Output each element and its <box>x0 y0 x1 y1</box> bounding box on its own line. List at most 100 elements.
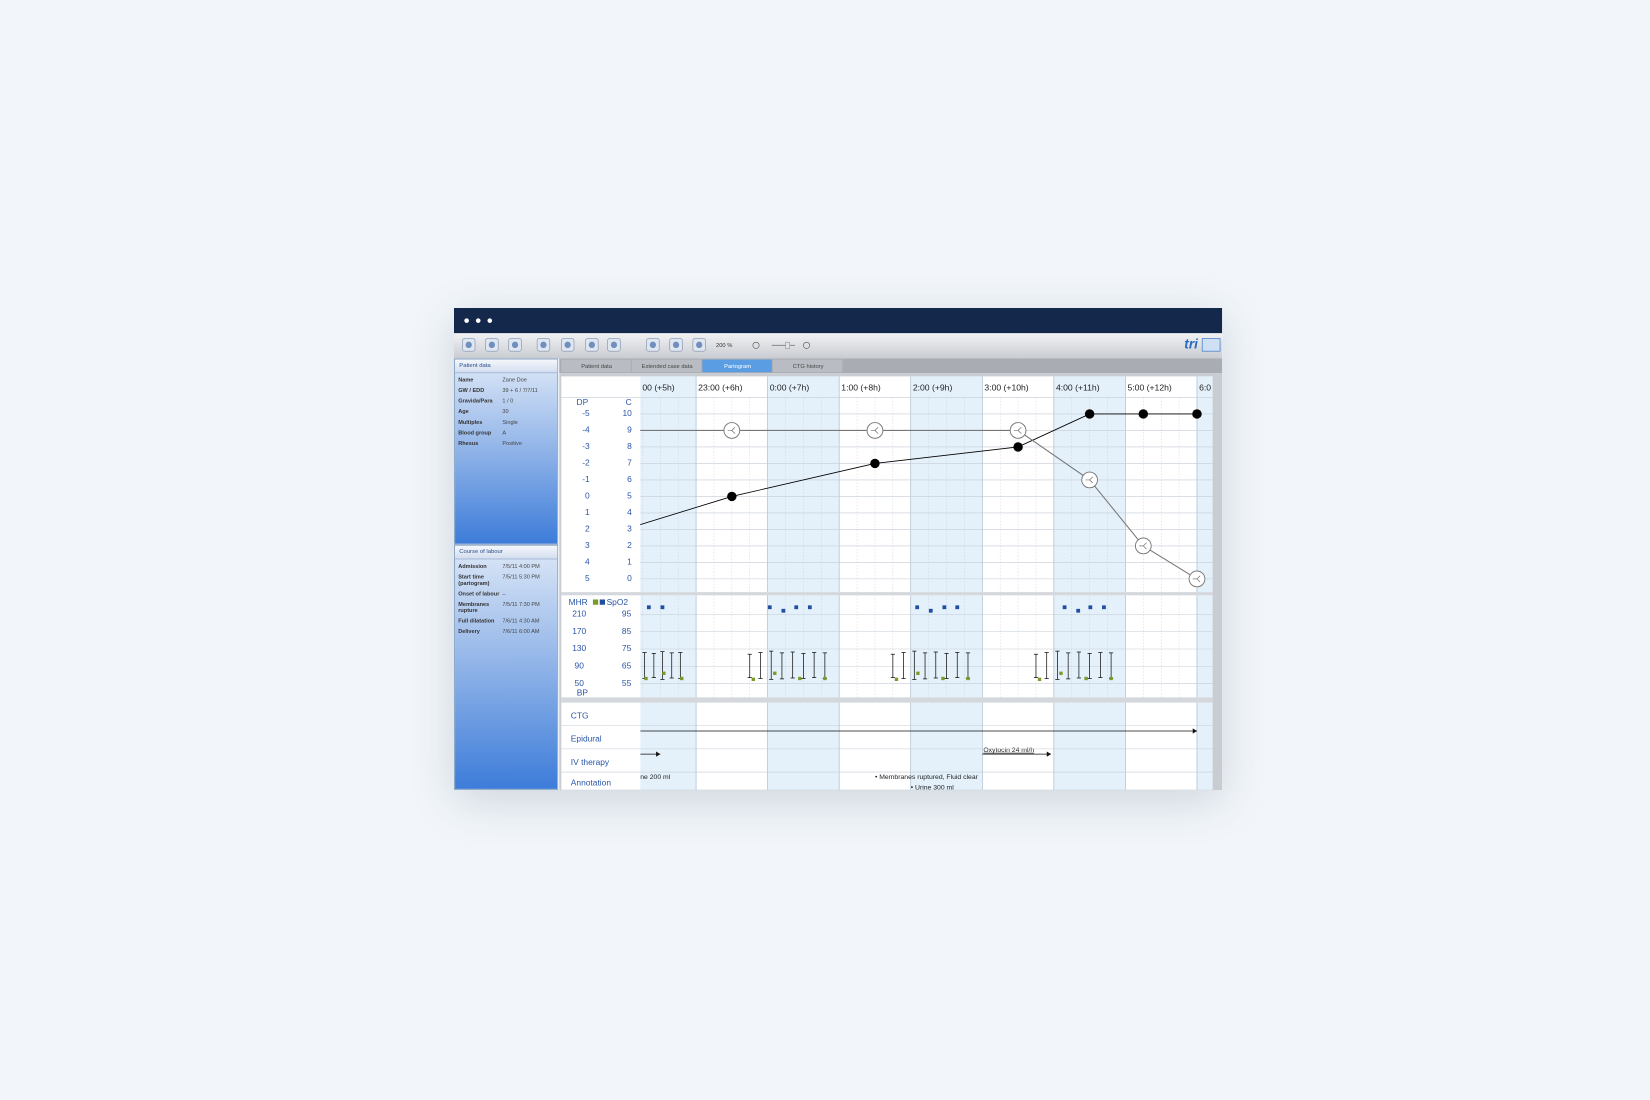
zoom-level[interactable]: 200 % <box>716 343 732 349</box>
y2-axis-label: DP <box>576 397 588 407</box>
field-row: Blood group A <box>455 430 557 436</box>
window-dot <box>475 318 481 324</box>
tab[interactable] <box>701 359 772 373</box>
title-bar <box>453 308 1222 334</box>
field-row: GW / EDD 39 + 6 / 7/7/11 <box>455 388 557 394</box>
row-label: CTG <box>570 711 588 721</box>
spo2-point <box>793 605 798 610</box>
spo2-point <box>1087 605 1092 610</box>
dilatation-point <box>869 458 880 469</box>
x-tick-label: 4:00 (+11h) <box>1055 383 1099 393</box>
spo2-point <box>1075 609 1080 613</box>
y2-tick-label: 3 <box>585 540 590 550</box>
patient-panel: Patient data Name Zane Doe GW / EDD 39 + 6 … <box>453 358 558 546</box>
tab-label[interactable]: Partogram <box>724 364 751 370</box>
y-tick-label: 0 <box>627 573 632 583</box>
y2-tick-label: 0 <box>585 491 590 501</box>
hour-band <box>1196 376 1213 593</box>
field-label: Rhesus <box>457 440 478 448</box>
mhr-point <box>797 677 802 681</box>
spo2-label: SpO2 <box>606 597 628 607</box>
hour-band <box>1053 702 1125 791</box>
spo2-tick-label: 65 <box>621 661 631 671</box>
hour-band <box>767 702 839 791</box>
window-dot <box>463 318 469 324</box>
field-label: Onset of labour <box>457 591 499 598</box>
field-label: Gravida/Para <box>457 398 493 406</box>
tab-label[interactable]: Extended case data <box>641 364 693 370</box>
y-tick-label: 4 <box>627 507 632 517</box>
y-tick-label: 8 <box>627 441 632 451</box>
field-row: Membranes rupture 7/5/11 7:30 PM <box>455 602 557 615</box>
field-row: Gravida/Para 1 / 0 <box>455 399 557 405</box>
y2-tick-label: 2 <box>585 524 590 534</box>
mhr-point <box>1037 677 1041 682</box>
mhr-tick-label: 90 <box>574 661 584 671</box>
field-label: Delivery <box>457 629 480 636</box>
field-value: 30 <box>501 409 509 416</box>
toolbar-glyph <box>588 341 595 349</box>
field-row: Onset of labour – <box>455 591 557 597</box>
field-value: A <box>501 430 506 437</box>
mhr-point <box>751 677 755 682</box>
field-label: Start time (partogram) <box>457 574 489 588</box>
toolbar-icons <box>461 338 706 352</box>
annotation-text: • Membranes ruptured, Fluid clear <box>874 774 978 781</box>
spo2-point <box>780 609 785 613</box>
mhr-tick-label: 170 <box>572 626 586 636</box>
y2-tick-label: -3 <box>582 441 590 451</box>
mhr-point <box>894 677 898 682</box>
app-window: 200 % tri Patient data Extended case data… <box>453 308 1222 791</box>
mhr-tick-label: 130 <box>572 644 586 654</box>
field-value: Single <box>501 419 518 427</box>
panel-title: Course of labour <box>454 546 557 560</box>
field-label: Age <box>457 409 469 416</box>
field-value: 7/5/11 7:30 PM <box>501 601 540 609</box>
dilatation-point <box>1084 409 1094 419</box>
field-list: Admission 7/5/11 4:00 PM Start time (parto… <box>455 564 557 636</box>
tab[interactable] <box>772 359 842 373</box>
tab[interactable] <box>560 359 631 373</box>
spo2-point <box>660 605 664 610</box>
toolbar-glyph <box>511 341 518 349</box>
field-label: Membranes rupture <box>457 601 489 615</box>
event-arrow <box>1046 751 1051 758</box>
tab-label[interactable]: Patient data <box>581 364 613 370</box>
event-label: Oxytocin 24 ml/h <box>983 747 1034 754</box>
spo2-point <box>928 609 933 613</box>
tab-label[interactable]: CTG history <box>792 364 823 370</box>
y-tick-label: 9 <box>627 425 632 435</box>
x-tick-label: 3:00 (+10h) <box>984 383 1028 393</box>
mhr-label: MHR <box>568 597 587 607</box>
field-row: Multiples Single <box>455 420 557 426</box>
hour-band <box>767 595 839 698</box>
field-row: Start time (partogram) 7/5/11 5:30 PM <box>455 575 557 588</box>
spo2-point <box>807 605 812 610</box>
y-tick-label: 1 <box>627 557 632 567</box>
mhr-point <box>679 677 683 681</box>
spo2-point <box>767 605 772 610</box>
toolbar-glyph <box>563 341 571 349</box>
field-value: 7/6/11 4:30 AM <box>501 618 539 626</box>
field-row: Rhesus Positive <box>455 441 557 447</box>
field-value: 1 / 0 <box>501 398 513 406</box>
annotation-text: • Urine 300 ml <box>910 785 953 790</box>
mhr-tick-label: 210 <box>572 609 586 619</box>
field-row: Full dilatation 7/6/11 4:30 AM <box>455 619 557 625</box>
toolbar-glyph <box>649 341 656 349</box>
row-label: Annotation <box>570 778 611 788</box>
mhr-point <box>772 671 776 676</box>
plot-area: Oxytocin 24 ml/h ne 200 ml • Membranes rup… <box>639 376 1213 791</box>
panel-separator <box>560 697 1213 703</box>
y-tick-label: 5 <box>627 491 632 501</box>
spo2-legend-swatch <box>599 599 605 606</box>
field-label: Name <box>457 377 473 385</box>
hour-band <box>910 702 982 791</box>
spo2-tick-label: 95 <box>621 609 631 619</box>
toolbar-glyph <box>465 341 472 349</box>
spo2-point <box>646 605 651 610</box>
tab[interactable] <box>631 359 701 373</box>
zoom-thumb[interactable] <box>784 342 790 350</box>
field-label: Admission <box>457 564 487 571</box>
mhr-point <box>940 677 945 681</box>
